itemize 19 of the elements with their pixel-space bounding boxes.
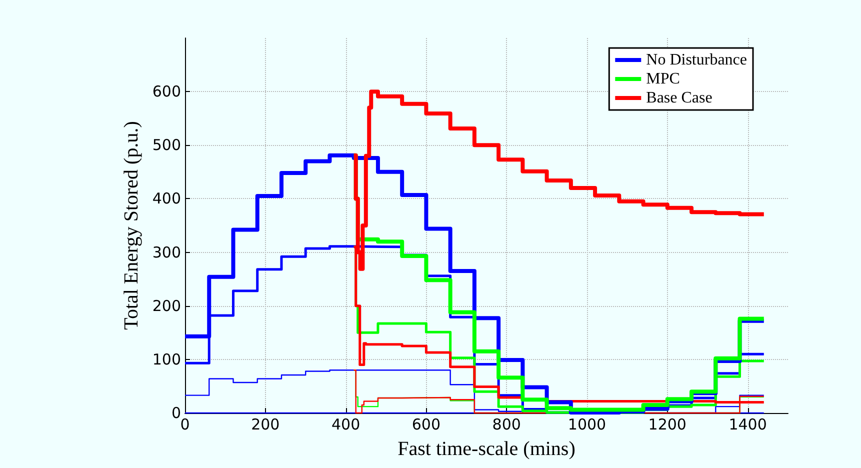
x-tick-label: 400 <box>331 416 360 434</box>
legend-label: MPC <box>646 70 680 88</box>
y-tick-label: 0 <box>171 404 181 422</box>
x-tick-label: 1000 <box>568 416 606 434</box>
y-tick-label: 100 <box>152 350 181 368</box>
x-tick-label: 1200 <box>648 416 686 434</box>
y-tick-label: 600 <box>152 82 181 101</box>
y-tick-label: 400 <box>152 190 181 208</box>
x-tick-label: 200 <box>251 416 280 434</box>
y-tick-label: 300 <box>152 243 181 262</box>
legend-label: No Disturbance <box>646 52 747 68</box>
y-tick-label: 500 <box>152 136 181 154</box>
y-axis-title: Total Energy Stored (p.u.) <box>120 121 142 330</box>
y-tick-label: 200 <box>152 296 181 315</box>
x-tick-label: 800 <box>492 416 521 434</box>
x-axis-title: Fast time-scale (mins) <box>398 438 576 460</box>
x-tick-label: 600 <box>412 416 441 434</box>
x-tick-label: 1400 <box>728 416 767 434</box>
legend-label: Base Case <box>646 90 712 106</box>
